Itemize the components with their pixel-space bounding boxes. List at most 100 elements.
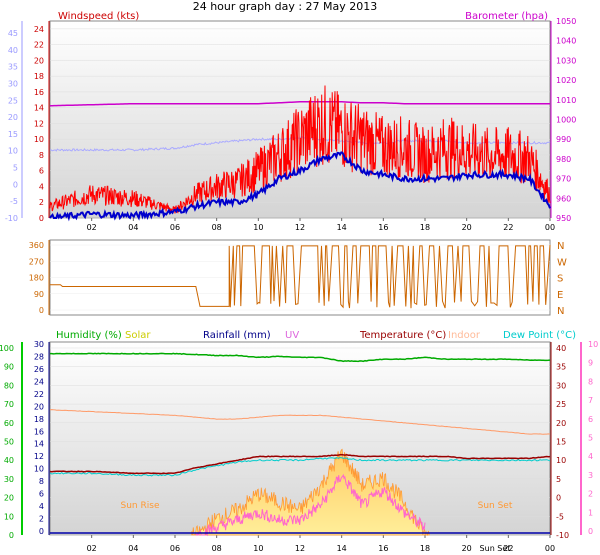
rain-y-tick-label: 4	[39, 502, 44, 511]
humidity-y-tick-label: 50	[4, 438, 14, 447]
uv-y-tick-label: 10	[588, 340, 598, 349]
x-tick-label-bottom: 18	[420, 544, 430, 553]
legend-temperature: Temperature (°C)	[359, 330, 446, 341]
x-tick-label: 22	[503, 223, 513, 232]
outer-y-tick-label: 10	[8, 147, 18, 156]
direction-compass-label: N	[557, 241, 564, 252]
humidity-y-tick-label: 90	[4, 363, 14, 372]
wind-y-tick-label: 16	[34, 88, 44, 97]
uv-y-tick-label: 9	[588, 359, 593, 368]
baro-y-tick-label: 1030	[556, 56, 576, 65]
outer-y-tick-label: -5	[10, 197, 18, 206]
baro-y-tick-label: 1050	[556, 17, 576, 26]
outer-y-tick-label: 45	[8, 29, 18, 38]
series-indoor	[49, 409, 551, 435]
outer-y-tick-label: 20	[8, 113, 18, 122]
rain-y-tick-label: 20	[34, 402, 44, 411]
x-tick-label-bottom: 06	[170, 544, 180, 553]
rain-y-tick-label: 8	[39, 477, 44, 486]
direction-y-tick-label: 360	[29, 241, 44, 250]
series-barometer	[50, 101, 550, 107]
wind-y-tick-label: 12	[34, 119, 44, 128]
temp-y-tick-label: -10	[556, 531, 569, 540]
baro-y-tick-label: 1010	[556, 96, 576, 105]
x-tick-label: 02	[87, 223, 97, 232]
direction-y-tick-label: 0	[39, 306, 44, 315]
uv-y-tick-label: 5	[588, 434, 593, 443]
rain-y-tick-label: 28	[34, 352, 44, 361]
baro-y-tick-label: 960	[556, 194, 571, 203]
wind-y-tick-label: 10	[34, 135, 44, 144]
rain-y-tick-label: 26	[34, 365, 44, 374]
series-dewpoint	[49, 457, 551, 477]
wind-y-tick-label: 8	[39, 151, 44, 160]
barometer-legend: Barometer (hpa)	[465, 11, 548, 22]
windspeed-legend: Windspeed (kts)	[58, 11, 139, 22]
rain-y-tick-label: 18	[34, 415, 44, 424]
x-tick-label-bottom: 12	[295, 544, 305, 553]
uv-y-tick-label: 4	[588, 452, 593, 461]
legend-dewpoint: Dew Point (°C)	[503, 330, 576, 341]
x-tick-label-bottom: 20	[462, 544, 472, 553]
series-temperature	[49, 453, 551, 475]
wind-y-tick-label: 18	[34, 72, 44, 81]
temp-y-tick-label: 20	[556, 419, 566, 428]
x-tick-label-bottom: 10	[253, 544, 263, 553]
rain-y-tick-label: 0	[39, 527, 44, 536]
x-tick-label: 06	[170, 223, 180, 232]
x-tick-label: 10	[253, 223, 263, 232]
x-tick-label: 14	[337, 223, 347, 232]
wind-plot-area	[49, 20, 551, 219]
baro-y-tick-label: 980	[556, 155, 571, 164]
uv-y-tick-label: 3	[588, 471, 593, 480]
temp-y-tick-label: 10	[556, 456, 566, 465]
direction-y-tick-label: 90	[34, 290, 44, 299]
temp-plot-area	[49, 341, 551, 536]
baro-y-tick-label: 950	[556, 214, 571, 223]
rain-y-tick-label: 12	[34, 452, 44, 461]
temp-y-tick-label: -5	[556, 512, 564, 521]
baro-y-tick-label: 1020	[556, 76, 576, 85]
x-tick-label-bottom: 04	[128, 544, 138, 553]
uv-y-tick-label: 7	[588, 396, 593, 405]
x-tick-label: 08	[212, 223, 222, 232]
outer-y-tick-label: 5	[13, 164, 18, 173]
wind-y-tick-label: 22	[34, 41, 44, 50]
wind-y-tick-label: 2	[39, 198, 44, 207]
x-tick-label-bottom: 22	[503, 544, 513, 553]
legend-humidity: Humidity (%)	[56, 330, 122, 341]
uv-y-tick-label: 6	[588, 415, 593, 424]
temp-y-tick-label: 35	[556, 363, 566, 372]
wind-baro-panel: Windspeed (kts) Barometer (hpa) 24222018…	[5, 11, 576, 232]
wind-y-tick-label: 24	[34, 25, 44, 34]
direction-compass-label: S	[557, 274, 563, 285]
uv-y-tick-label: 1	[588, 508, 593, 517]
rain-y-tick-label: 22	[34, 390, 44, 399]
outer-y-tick-label: 30	[8, 79, 18, 88]
humidity-y-tick-label: 40	[4, 456, 14, 465]
humidity-y-tick-label: 30	[4, 475, 14, 484]
temp-y-tick-label: 15	[556, 438, 566, 447]
legend-solar: Solar	[125, 330, 151, 341]
baro-y-tick-label: 1000	[556, 116, 576, 125]
baro-y-tick-label: 970	[556, 175, 571, 184]
rain-y-tick-label: 16	[34, 427, 44, 436]
uv-y-tick-label: 2	[588, 490, 593, 499]
rain-y-tick-label: 6	[39, 490, 44, 499]
direction-y-tick-label: 180	[29, 274, 44, 283]
wind-y-tick-label: 4	[39, 182, 44, 191]
x-tick-label: 20	[462, 223, 472, 232]
wind-y-tick-label: 6	[39, 167, 44, 176]
direction-compass-label: N	[557, 306, 564, 317]
rain-y-tick-label: 2	[39, 515, 44, 524]
x-tick-label: 04	[128, 223, 138, 232]
legend-indoor: Indoor	[448, 330, 481, 341]
humidity-y-tick-label: 80	[4, 381, 14, 390]
series-humidity	[50, 352, 551, 363]
humidity-y-tick-label: 70	[4, 400, 14, 409]
x-tick-label-bottom: 16	[378, 544, 388, 553]
humidity-y-tick-label: 0	[9, 531, 14, 540]
rain-y-tick-label: 30	[34, 340, 44, 349]
